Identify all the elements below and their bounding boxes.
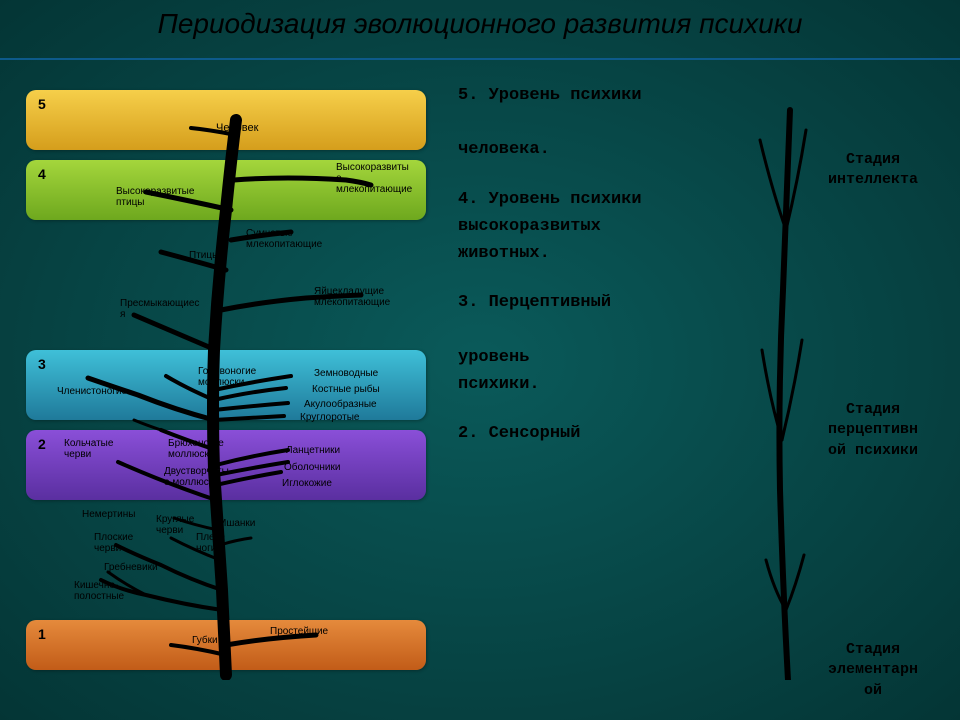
level-descriptions: 5. Уровень психики человека. 4. Уровень … — [458, 82, 708, 469]
level-desc-5: 5. Уровень психики человека. — [458, 82, 708, 164]
stage-axis-panel: Стадия интеллекта Стадия перцептивн ой п… — [728, 90, 938, 680]
tree-branch — [134, 315, 216, 350]
stage-axis-branch — [760, 140, 786, 230]
taxon-label: Земноводные — [314, 368, 378, 379]
level-bar-5: 5 — [26, 90, 426, 150]
level-desc-4: 4. Уровень психики высокоразвитых животн… — [458, 186, 708, 268]
taxon-label: Круглые черви — [156, 514, 194, 536]
taxon-label: Головоногие моллюски — [198, 366, 256, 388]
taxon-label: Членистоногие — [57, 386, 127, 397]
taxon-label: Оболочники — [284, 462, 340, 473]
taxon-label: Двустворчаты е моллюски — [164, 466, 229, 488]
taxon-label: Костные рыбы — [312, 384, 380, 395]
evolution-tree-panel: 5 4 3 2 1 ЧеловекВысокоразвитые птицыВыс… — [26, 90, 426, 680]
stage-label-perceptive: Стадия перцептивн ой психики — [808, 400, 938, 461]
taxon-label: Губки — [192, 635, 218, 646]
taxon-label: Птицы — [189, 250, 219, 261]
taxon-label: Яйцекладущие млекопитающие — [314, 286, 390, 308]
stage-axis-branch — [779, 110, 790, 680]
taxon-label: Мшанки — [218, 518, 255, 529]
taxon-label: Сумчатые млекопитающие — [246, 228, 322, 250]
taxon-label: Немертины — [82, 509, 135, 520]
taxon-label: Плоские черви — [94, 532, 133, 554]
taxon-label: Круглоротые — [300, 412, 359, 423]
content-area: 5 4 3 2 1 ЧеловекВысокоразвитые птицыВыс… — [0, 60, 960, 700]
taxon-label: Иглокожие — [282, 478, 332, 489]
taxon-label: Высокоразвиты е млекопитающие — [336, 162, 412, 195]
taxon-label: Пресмыкающиес я — [120, 298, 199, 320]
taxon-label: Высокоразвитые птицы — [116, 186, 194, 208]
taxon-label: Брюхоногие моллюски — [168, 438, 224, 460]
taxon-label: Человек — [216, 122, 258, 134]
taxon-label: Плече ногие — [196, 532, 225, 554]
taxon-label: Простейшие — [270, 626, 328, 637]
level-desc-2: 2. Сенсорный — [458, 420, 708, 447]
stage-axis-branch — [786, 555, 804, 610]
taxon-label: Акулообразные — [304, 399, 377, 410]
page-title: Периодизация эволюционного развития псих… — [0, 0, 960, 60]
stage-label-intellect: Стадия интеллекта — [808, 150, 938, 191]
tree-branch — [134, 420, 161, 430]
taxon-label: Кольчатые черви — [64, 438, 113, 460]
stage-label-elementary: Стадия элементарн ой — [808, 640, 938, 701]
taxon-label: Гребневики — [104, 562, 158, 573]
level-desc-3: 3. Перцептивный уровень психики. — [458, 289, 708, 398]
taxon-label: Кишечно- полостные — [74, 580, 124, 602]
level-bar-1: 1 — [26, 620, 426, 670]
taxon-label: Ланцетники — [286, 445, 340, 456]
stage-axis-branch — [782, 340, 802, 440]
